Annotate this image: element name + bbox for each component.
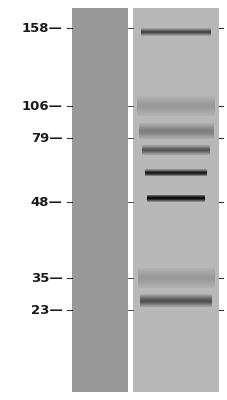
Text: 79—: 79— (31, 132, 62, 144)
Text: 106—: 106— (22, 100, 62, 112)
Bar (72, 8, 127, 392)
Text: 23—: 23— (31, 304, 62, 316)
Text: 48—: 48— (31, 196, 62, 208)
Text: 158—: 158— (22, 22, 62, 34)
Bar (133, 8, 218, 392)
Bar (127, 0, 133, 400)
Text: 35—: 35— (31, 272, 62, 284)
